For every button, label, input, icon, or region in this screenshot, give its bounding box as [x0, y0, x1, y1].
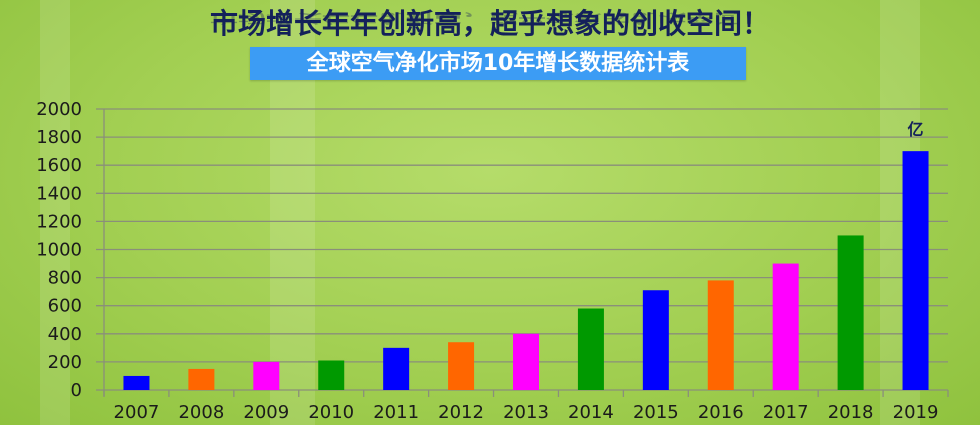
x-tick-label: 2009	[243, 402, 289, 423]
bar-2009	[253, 361, 280, 390]
bar-2017	[772, 263, 799, 390]
headline: 市场增长年年创新高，超乎想象的创收空间！	[209, 7, 770, 40]
y-tick-label: 1000	[36, 240, 82, 261]
x-tick-label: 2007	[114, 402, 160, 423]
x-tick-label: 2014	[568, 402, 614, 423]
x-tick-label: 2016	[698, 402, 744, 423]
x-tick-label: 2018	[828, 402, 874, 423]
bar-2018	[837, 235, 864, 390]
y-tick-label: 1600	[36, 155, 82, 176]
chart-title-banner: 全球空气净化市场10年增长数据统计表	[250, 47, 746, 80]
y-tick-label: 1400	[36, 183, 82, 204]
unit-label: 亿	[908, 120, 924, 139]
bar-2015	[642, 290, 669, 390]
x-tick-label: 2017	[763, 402, 809, 423]
y-tick-label: 1200	[36, 211, 82, 232]
x-tick-label: 2019	[893, 402, 939, 423]
bar-2012	[448, 342, 475, 390]
y-tick-label: 2000	[36, 99, 82, 120]
y-tick-label: 600	[48, 296, 82, 317]
y-tick-label: 0	[71, 380, 82, 401]
bar-2007	[123, 375, 150, 390]
x-tick-label: 2008	[178, 402, 224, 423]
x-tick-label: 2011	[373, 402, 419, 423]
bar-2011	[383, 347, 410, 390]
y-tick-label: 400	[48, 324, 82, 345]
x-tick-label: 2013	[503, 402, 549, 423]
bar-2008	[188, 368, 215, 390]
x-tick-label: 2012	[438, 402, 484, 423]
x-tick-label: 2015	[633, 402, 679, 423]
bar-2014	[577, 308, 604, 390]
x-tick-label: 2010	[308, 402, 354, 423]
bar-2019	[902, 151, 929, 390]
bar-2016	[707, 280, 734, 390]
bar-2010	[318, 360, 345, 390]
y-tick-label: 1800	[36, 127, 82, 148]
y-tick-label: 200	[48, 352, 82, 373]
bar-2013	[513, 333, 539, 390]
background-stripe	[40, 0, 70, 425]
y-tick-label: 800	[48, 268, 82, 289]
